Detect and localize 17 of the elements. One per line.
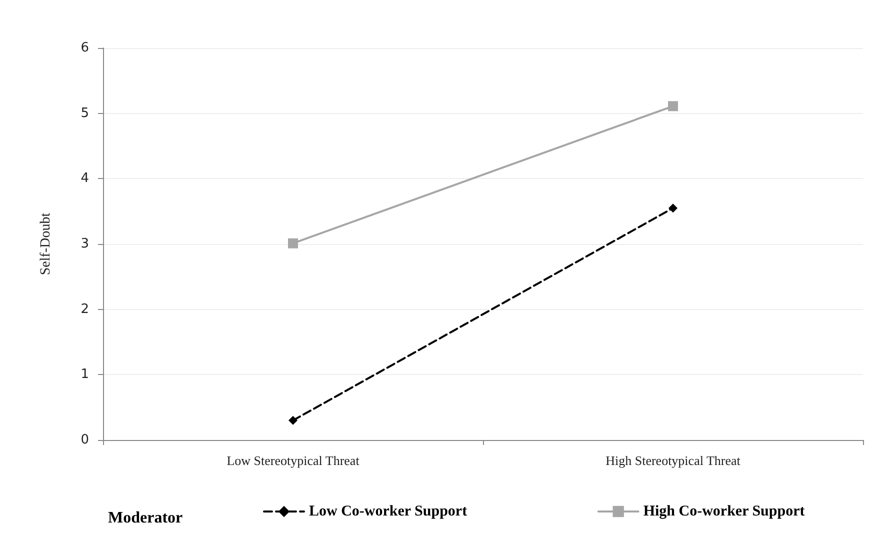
- y-tick-label: 6: [80, 40, 89, 56]
- x-tick-label: Low Stereotypical Threat: [226, 453, 360, 468]
- point: [288, 416, 298, 425]
- x-tick-label: High Stereotypical Threat: [606, 453, 741, 468]
- y-tick-label: 0: [80, 432, 89, 448]
- point: [288, 238, 298, 248]
- y-tick-label: 1: [80, 367, 89, 382]
- y-tick-label: 2: [80, 302, 89, 317]
- legend-label: High Co-worker Support: [643, 504, 805, 520]
- legend-label: Low Co-worker Support: [309, 504, 468, 520]
- point: [668, 204, 678, 213]
- y-tick-label: 3: [80, 236, 89, 252]
- y-tick-label: 4: [80, 171, 89, 186]
- legend-title: Moderator: [108, 510, 183, 526]
- y-tick-label: 5: [80, 106, 89, 121]
- point: [668, 101, 678, 112]
- y-axis-title: Self-Doubt: [38, 212, 54, 276]
